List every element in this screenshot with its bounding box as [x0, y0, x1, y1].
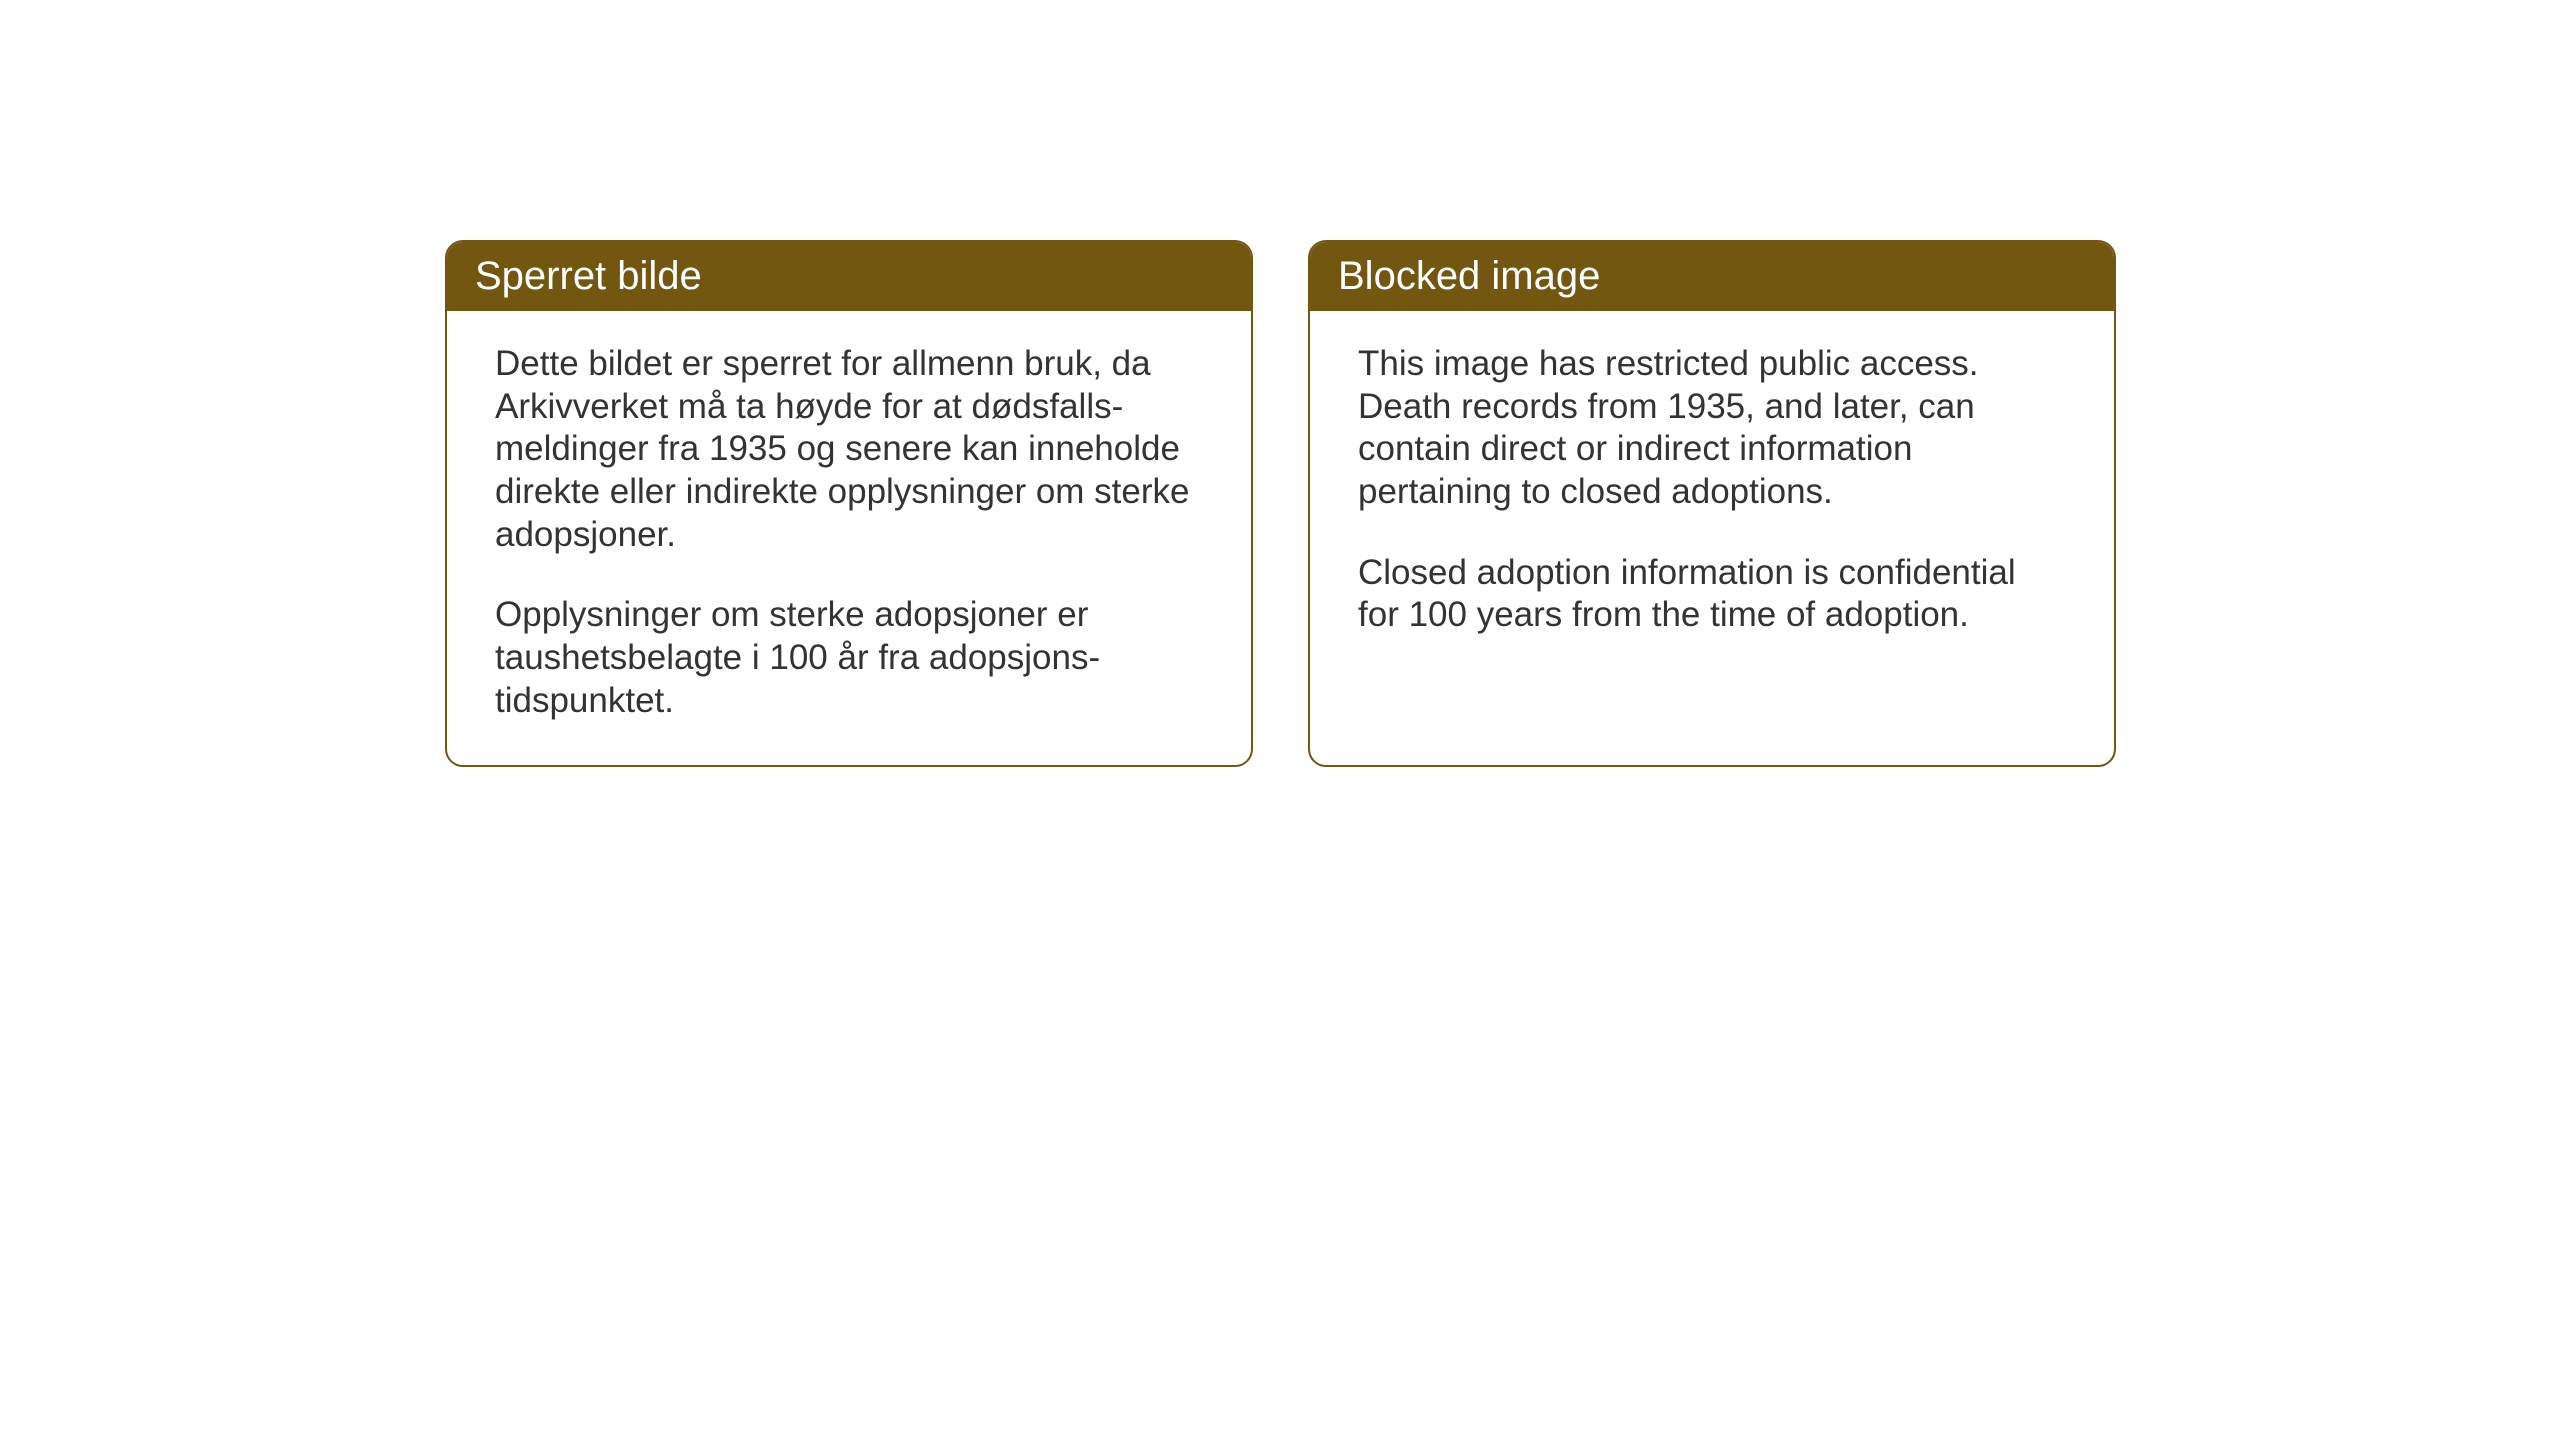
- notice-container: Sperret bilde Dette bildet er sperret fo…: [445, 240, 2116, 767]
- notice-card-norwegian: Sperret bilde Dette bildet er sperret fo…: [445, 240, 1253, 767]
- card-title: Sperret bilde: [475, 254, 702, 298]
- card-paragraph-2: Closed adoption information is confident…: [1358, 552, 2066, 637]
- card-header-english: Blocked image: [1310, 242, 2114, 311]
- card-header-norwegian: Sperret bilde: [447, 242, 1251, 311]
- card-body-english: This image has restricted public access.…: [1310, 311, 2114, 679]
- notice-card-english: Blocked image This image has restricted …: [1308, 240, 2116, 767]
- card-paragraph-1: This image has restricted public access.…: [1358, 343, 2066, 514]
- card-paragraph-1: Dette bildet er sperret for allmenn bruk…: [495, 343, 1203, 556]
- card-body-norwegian: Dette bildet er sperret for allmenn bruk…: [447, 311, 1251, 765]
- card-title: Blocked image: [1338, 254, 1600, 298]
- card-paragraph-2: Opplysninger om sterke adopsjoner er tau…: [495, 594, 1203, 722]
